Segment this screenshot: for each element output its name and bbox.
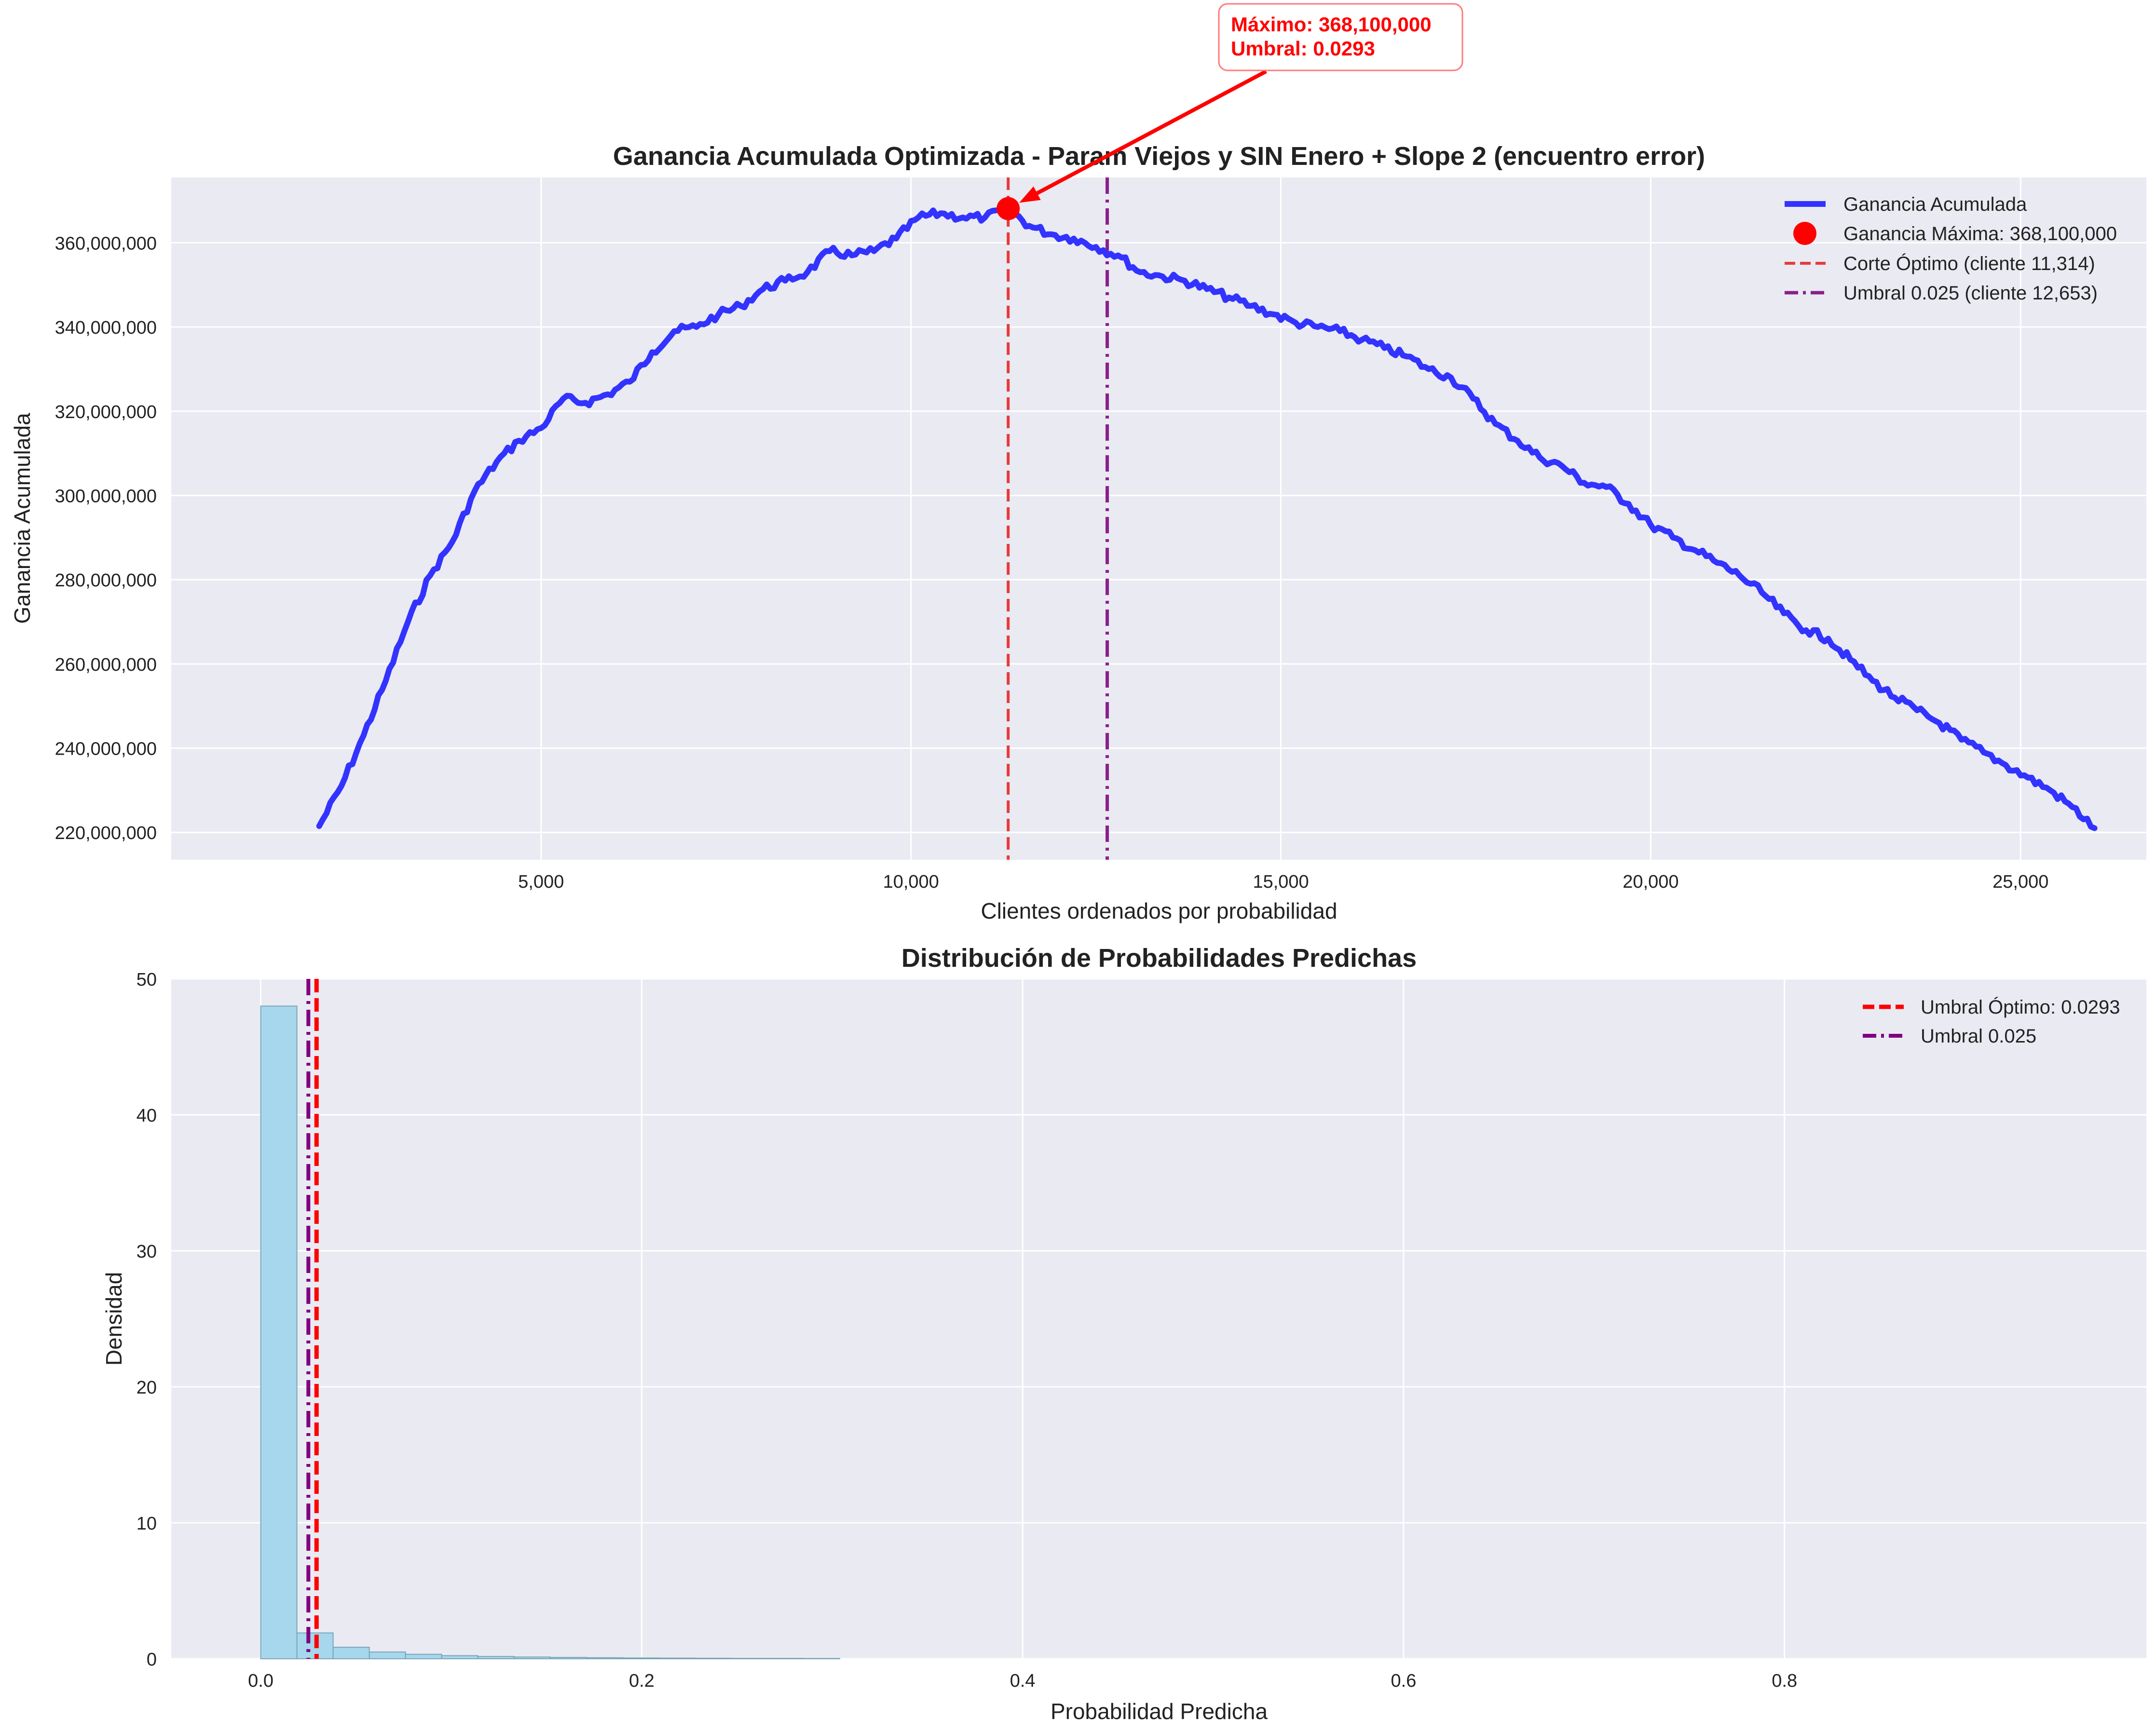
bottom-chart-title: Distribución de Probabilidades Predichas bbox=[901, 944, 1417, 973]
histogram-bar bbox=[368, 1651, 406, 1659]
cumulative-gain-chart: Ganancia Acumulada Optimizada - Param Vi… bbox=[10, 3, 2146, 923]
top-gridlines bbox=[171, 177, 2146, 860]
histogram-bar bbox=[803, 1658, 841, 1660]
top-x-tick-label: 10,000 bbox=[883, 872, 939, 892]
bottom-y-axis-label: Densidad bbox=[101, 1272, 126, 1366]
legend-swatch-max bbox=[1793, 222, 1816, 245]
bottom-y-tick-label: 20 bbox=[136, 1378, 157, 1398]
bottom-y-tick-label: 40 bbox=[136, 1106, 157, 1126]
histogram-bar bbox=[586, 1657, 623, 1659]
annotation-line-2: Umbral: 0.0293 bbox=[1231, 37, 1375, 60]
histogram-bar bbox=[767, 1658, 805, 1660]
top-legend: Ganancia Acumulada Ganancia Máxima: 368,… bbox=[1785, 194, 2117, 304]
top-y-tick-label: 360,000,000 bbox=[55, 233, 157, 254]
annotation-box bbox=[1218, 3, 1463, 71]
histogram-bar bbox=[730, 1658, 768, 1660]
histogram-bar bbox=[694, 1657, 732, 1660]
legend-threshold-0025-label: Umbral 0.025 bbox=[1921, 1026, 2036, 1047]
top-y-tick-label: 320,000,000 bbox=[55, 402, 157, 422]
histogram-bar bbox=[622, 1657, 659, 1660]
top-x-tick-label: 15,000 bbox=[1253, 872, 1309, 892]
top-x-axis-label: Clientes ordenados por probabilidad bbox=[981, 898, 1337, 923]
annotation-arrowhead bbox=[1019, 186, 1041, 203]
bottom-x-tick-label: 0.0 bbox=[248, 1671, 273, 1691]
bottom-x-tick-label: 0.2 bbox=[629, 1671, 655, 1691]
top-x-tick-label: 20,000 bbox=[1623, 872, 1678, 892]
bottom-legend: Umbral Óptimo: 0.0293 Umbral 0.025 bbox=[1863, 996, 2120, 1047]
top-y-tick-label: 300,000,000 bbox=[55, 486, 157, 506]
top-plot-background bbox=[171, 177, 2146, 860]
top-y-tick-labels: 220,000,000 240,000,000 260,000,000 280,000… bbox=[55, 233, 157, 843]
annotation-line-1: Máximo: 368,100,000 bbox=[1231, 13, 1432, 36]
bottom-plot-background bbox=[171, 979, 2146, 1659]
top-y-axis-label: Ganancia Acumulada bbox=[10, 413, 35, 624]
bottom-y-tick-label: 50 bbox=[136, 970, 157, 990]
bottom-y-tick-label: 0 bbox=[147, 1650, 157, 1670]
top-x-tick-labels: 5,000 10,000 15,000 20,000 25,000 bbox=[518, 872, 2048, 892]
legend-optimal-threshold-label: Umbral Óptimo: 0.0293 bbox=[1921, 996, 2120, 1018]
bottom-y-tick-label: 10 bbox=[136, 1514, 157, 1534]
legend-series-label: Ganancia Acumulada bbox=[1843, 194, 2027, 215]
bottom-y-tick-labels: 0 10 20 30 40 50 bbox=[136, 970, 157, 1670]
top-chart-title: Ganancia Acumulada Optimizada - Param Vi… bbox=[613, 142, 1705, 171]
bottom-x-tick-labels: 0.0 0.2 0.4 0.6 0.8 bbox=[248, 1671, 1797, 1691]
max-point-marker bbox=[996, 197, 1020, 220]
annotation-arrow bbox=[1036, 69, 1267, 195]
histogram-bar bbox=[513, 1656, 551, 1659]
histogram-bar bbox=[658, 1657, 696, 1660]
histogram-bar bbox=[549, 1657, 587, 1659]
bottom-x-tick-label: 0.4 bbox=[1010, 1671, 1036, 1691]
bottom-y-tick-label: 30 bbox=[136, 1242, 157, 1262]
histogram-bar bbox=[477, 1656, 515, 1660]
top-x-tick-label: 25,000 bbox=[1992, 872, 2048, 892]
bottom-gridlines bbox=[171, 978, 2146, 1660]
bottom-x-axis-label: Probabilidad Predicha bbox=[1051, 1699, 1268, 1724]
top-y-tick-label: 260,000,000 bbox=[55, 655, 157, 675]
probability-histogram-chart: Distribución de Probabilidades Predichas… bbox=[101, 944, 2146, 1724]
histogram-bar bbox=[441, 1655, 478, 1659]
histogram-bars bbox=[260, 1005, 841, 1660]
histogram-bar bbox=[260, 1005, 298, 1659]
top-y-tick-label: 240,000,000 bbox=[55, 739, 157, 759]
legend-threshold-label: Umbral 0.025 (cliente 12,653) bbox=[1843, 283, 2098, 304]
series-line-ganancia-acumulada bbox=[316, 203, 2098, 831]
bottom-x-tick-label: 0.6 bbox=[1391, 1671, 1417, 1691]
legend-max-label: Ganancia Máxima: 368,100,000 bbox=[1843, 223, 2117, 244]
legend-optimal-cut-label: Corte Óptimo (cliente 11,314) bbox=[1843, 253, 2095, 274]
histogram-bar bbox=[332, 1647, 370, 1660]
bottom-x-tick-label: 0.8 bbox=[1772, 1671, 1797, 1691]
top-y-tick-label: 280,000,000 bbox=[55, 570, 157, 591]
top-y-tick-label: 220,000,000 bbox=[55, 823, 157, 843]
top-x-tick-label: 5,000 bbox=[518, 872, 564, 892]
histogram-bar bbox=[405, 1653, 442, 1660]
top-y-tick-label: 340,000,000 bbox=[55, 318, 157, 338]
